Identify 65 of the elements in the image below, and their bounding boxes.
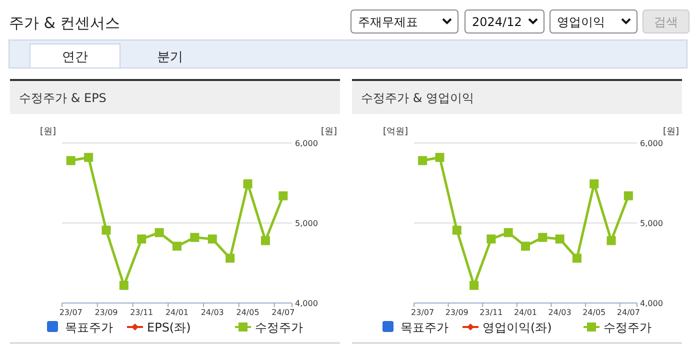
y2-tick-label: 4,000 [295,299,318,308]
point [555,234,564,244]
legend-label: 수정주가 [255,320,303,334]
point [84,152,94,162]
x-tick-label: 23/11 [480,308,503,317]
text: 주재무제표 [358,15,418,29]
point [172,242,182,251]
point [226,254,235,263]
point [572,254,582,263]
point [538,232,548,242]
y2-tick-label: 4,000 [640,299,663,308]
legend-label: EPS(좌) [147,320,191,334]
y2-tick-label: 6,000 [640,139,663,148]
x-tick-label: 24/03 [548,308,572,317]
text: 주가 & 컨센서스 [9,14,120,32]
point [190,232,200,242]
x-tick-label: 23/09 [445,308,468,317]
point [154,228,164,238]
y2-tick-label: 5,000 [295,219,318,228]
point [606,236,616,246]
text: 검색 [654,15,678,29]
legend-label: 영업이익(좌) [482,320,552,334]
y2-axis-title: [원] [320,127,337,137]
text: 분기 [157,50,183,65]
legend-label: 목표주가 [400,320,448,334]
x-tick-label: 23/11 [130,308,154,317]
chart-title: 수정주가 & EPS [19,91,106,105]
x-tick-label: 23/09 [94,308,118,317]
point [137,234,146,244]
text: 영업이익 [557,15,605,29]
x-tick-label: 24/01 [165,308,189,317]
text: 2024/12 [472,15,522,29]
x-tick-label: 23/07 [59,308,82,317]
point [278,191,288,200]
point [66,156,76,166]
y-axis-title: [원] [40,127,56,137]
y2-axis-title: [원] [662,127,679,137]
point [470,280,479,290]
point [208,234,217,244]
point [102,226,111,235]
x-tick-label: 24/05 [582,308,606,317]
x-tick-label: 24/01 [514,308,538,317]
x-tick-label: 23/07 [411,308,434,317]
point [486,234,496,244]
point [119,280,128,290]
legend-label: 목표주가 [65,320,113,334]
point [521,242,530,251]
x-tick-label: 24/07 [272,308,295,317]
y2-tick-label: 6,000 [295,139,318,148]
point [435,152,444,162]
chart-title: 수정주가 & 영업이익 [361,91,474,105]
legend-label: 수정주가 [604,320,652,334]
point [590,179,599,188]
x-tick-label: 24/05 [236,308,260,317]
point [243,179,252,188]
x-tick-label: 24/03 [200,308,224,317]
y-axis-title: [억원] [382,127,408,137]
point [260,236,270,246]
y2-tick-label: 5,000 [640,219,663,228]
text: 연간 [62,50,88,65]
point [624,191,633,200]
point [418,156,428,166]
x-tick-label: 24/07 [616,308,640,317]
point [504,228,513,238]
point [452,226,462,235]
